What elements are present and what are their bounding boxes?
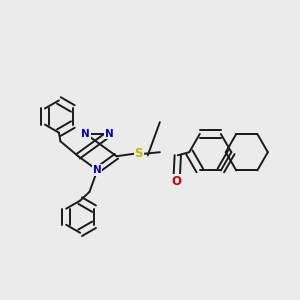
Text: S: S	[134, 147, 143, 160]
Text: N: N	[81, 129, 90, 139]
Text: N: N	[105, 129, 114, 139]
Text: O: O	[172, 175, 182, 188]
Text: N: N	[93, 165, 102, 175]
